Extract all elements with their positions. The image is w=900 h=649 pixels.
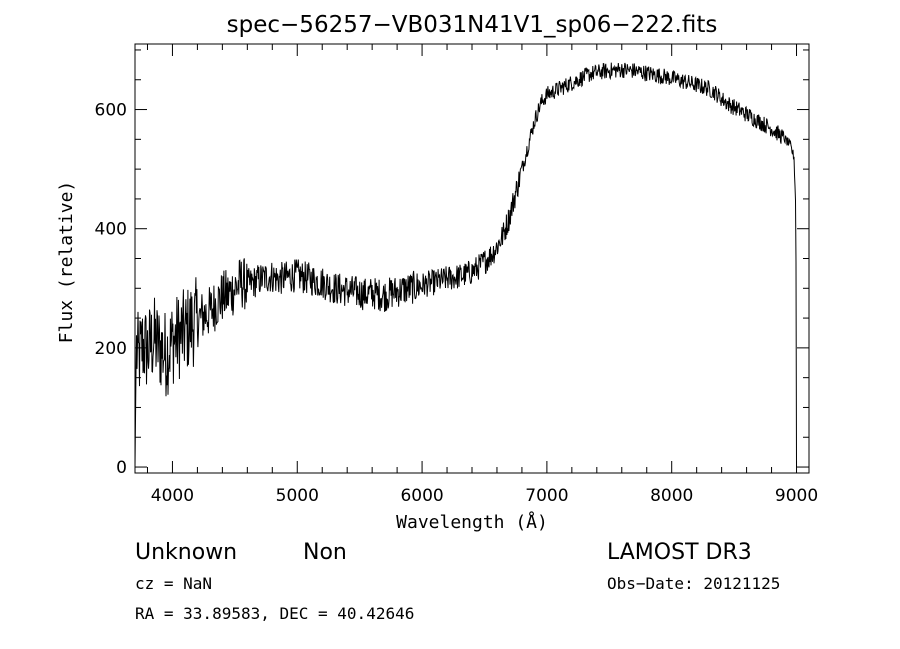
y-axis-label: Flux (relative) (56, 181, 77, 344)
object-subclass: Non (303, 540, 347, 565)
x-tick-label: 9000 (775, 486, 818, 506)
plot-frame (134, 43, 810, 474)
chart-title: spec−56257−VB031N41V1_sp06−222.fits (227, 12, 718, 38)
y-tick-label: 0 (116, 458, 127, 478)
x-tick-label: 6000 (400, 486, 443, 506)
y-tick-label: 400 (95, 220, 127, 240)
x-axis-tick-labels: 4000 5000 6000 7000 8000 9000 (151, 486, 818, 506)
x-tick-label: 7000 (525, 486, 568, 506)
flux-line (134, 62, 797, 468)
survey-name: LAMOST DR3 (607, 540, 752, 565)
redshift-value: cz = NaN (135, 574, 212, 593)
y-tick-label: 200 (95, 339, 127, 359)
x-axis-ticks (146, 44, 798, 473)
spectrum-series (134, 62, 797, 468)
x-tick-label: 8000 (650, 486, 693, 506)
y-axis-ticks (135, 49, 809, 468)
coordinates: RA = 33.89583, DEC = 40.42646 (135, 604, 414, 623)
object-class: Unknown (135, 540, 237, 565)
x-tick-label: 5000 (276, 486, 319, 506)
obs-date: Obs−Date: 20121125 (607, 574, 780, 593)
y-tick-label: 600 (95, 101, 127, 121)
x-tick-label: 4000 (151, 486, 194, 506)
x-axis-label: Wavelength (Å) (396, 511, 548, 533)
y-axis-tick-labels: 0 200 400 600 (95, 101, 127, 478)
